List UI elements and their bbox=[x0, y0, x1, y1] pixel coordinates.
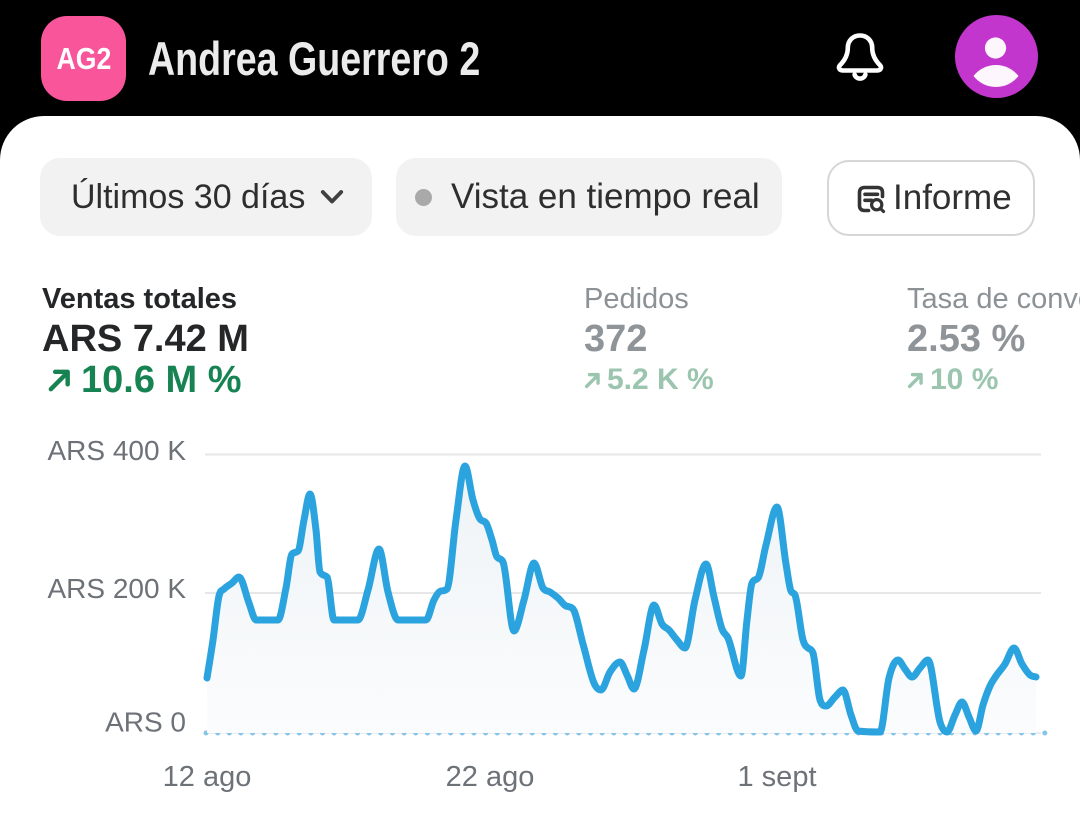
svg-text:1 sept: 1 sept bbox=[738, 761, 817, 793]
svg-text:12 ago: 12 ago bbox=[163, 761, 252, 793]
svg-text:ARS 200 K: ARS 200 K bbox=[47, 573, 186, 604]
svg-text:ARS 400 K: ARS 400 K bbox=[47, 435, 186, 466]
svg-text:ARS 0: ARS 0 bbox=[105, 707, 186, 738]
svg-text:22 ago: 22 ago bbox=[446, 761, 535, 793]
